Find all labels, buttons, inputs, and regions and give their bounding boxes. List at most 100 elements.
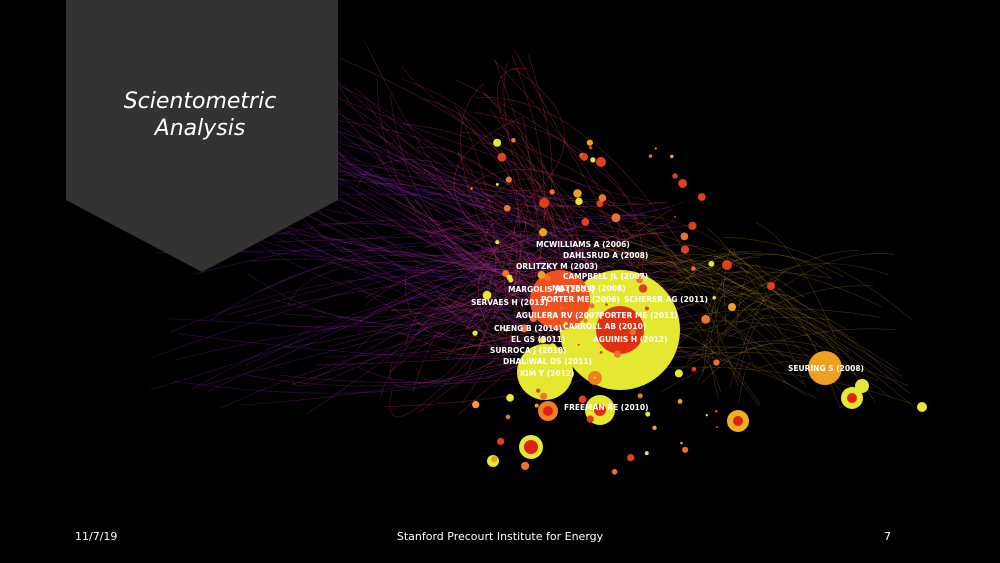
edge — [400, 78, 519, 230]
edge — [354, 87, 609, 239]
edge — [242, 213, 699, 275]
node — [520, 324, 529, 333]
node — [482, 290, 492, 300]
node-label: SERVAES H (2013) — [471, 298, 548, 307]
node — [583, 318, 588, 323]
node — [560, 289, 565, 294]
edge — [721, 329, 751, 361]
edge — [738, 362, 756, 404]
node — [644, 451, 649, 456]
node — [580, 153, 589, 161]
edge — [191, 294, 509, 390]
edge — [478, 289, 526, 350]
edge — [389, 353, 512, 388]
edge — [306, 74, 532, 349]
node — [613, 350, 622, 358]
node — [472, 400, 480, 409]
node — [506, 393, 514, 402]
edge — [364, 235, 539, 299]
edge — [482, 231, 566, 285]
footer-organization: Stanford Precourt Institute for Energy — [396, 530, 604, 543]
edge — [709, 249, 860, 334]
edge — [722, 247, 736, 290]
node — [590, 157, 596, 163]
node — [855, 379, 869, 393]
edge — [296, 118, 606, 287]
edge — [722, 236, 913, 321]
node-label: DHALIWAL DS (2011) — [503, 357, 592, 366]
edge — [372, 182, 680, 310]
node-label: KIM Y (2012) — [520, 369, 574, 378]
small-nodes — [470, 137, 720, 475]
edge — [438, 283, 489, 318]
node — [472, 330, 478, 336]
edge — [458, 108, 681, 274]
node-label: AGUINIS H (2012) — [593, 335, 668, 344]
node — [680, 245, 690, 254]
node — [539, 198, 549, 208]
edge — [244, 263, 675, 317]
node — [540, 392, 548, 400]
edge — [437, 311, 507, 355]
node — [648, 154, 653, 158]
node — [682, 446, 689, 453]
edge — [345, 278, 509, 349]
node — [688, 221, 697, 230]
edge — [305, 206, 540, 415]
edge — [478, 234, 520, 369]
node-labels: MCWILLIAMS A (2006) DAHLSRUD A (2008) OR… — [471, 240, 864, 412]
edge — [246, 272, 558, 325]
node — [654, 147, 657, 150]
node — [733, 416, 743, 426]
node — [680, 232, 689, 241]
edge — [588, 250, 845, 329]
edge — [376, 78, 491, 299]
node-label: DAHLSRUD A (2008) — [563, 251, 648, 260]
node — [505, 414, 511, 420]
node — [495, 240, 500, 245]
edge — [412, 247, 485, 273]
edge — [618, 258, 777, 334]
edge — [480, 178, 556, 234]
edge — [454, 270, 492, 353]
node — [637, 393, 643, 399]
edge — [466, 259, 526, 330]
edge — [479, 216, 517, 296]
edge — [706, 227, 806, 389]
node — [716, 425, 719, 429]
node-label: MATTEN D (2008) — [552, 284, 626, 293]
node — [547, 311, 556, 320]
edge — [354, 257, 594, 326]
edge — [431, 204, 632, 239]
edge — [577, 244, 839, 351]
slide-title: Scientometric Analysis — [123, 89, 277, 141]
edge — [495, 132, 616, 206]
node — [728, 303, 736, 311]
edge — [193, 213, 645, 275]
edge — [715, 255, 876, 402]
node — [691, 266, 696, 271]
edge — [625, 241, 831, 357]
node — [570, 291, 573, 294]
node-label: CHENG B (2014) — [494, 324, 562, 333]
edge — [425, 169, 669, 207]
edge — [455, 79, 683, 281]
node-label: CARROLL AB (2010) — [563, 322, 646, 331]
node — [543, 406, 553, 416]
node — [588, 145, 593, 150]
node-label: SEURING S (2008) — [788, 364, 864, 373]
edge — [600, 222, 915, 408]
node — [691, 366, 697, 372]
node — [491, 455, 498, 463]
node — [549, 189, 555, 195]
edge — [729, 267, 789, 388]
edge — [366, 101, 527, 220]
edge — [701, 343, 810, 384]
edge — [509, 54, 546, 338]
edge — [686, 355, 722, 393]
edge — [416, 146, 577, 250]
edge — [209, 253, 550, 322]
node — [502, 269, 510, 277]
edge — [437, 177, 646, 205]
edge — [466, 168, 680, 261]
